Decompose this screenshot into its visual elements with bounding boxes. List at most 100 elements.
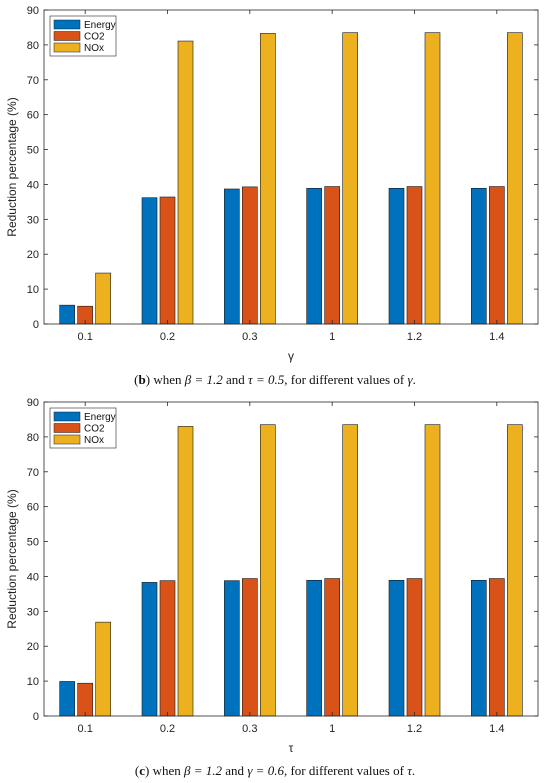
chart-b-bar-nox-1 (177, 40, 194, 325)
chart-c-bar-co2-1 (159, 580, 176, 717)
caption-c-param: γ = 0.6 (247, 763, 284, 778)
chart-c-axes-box (43, 401, 539, 717)
caption-c-end: . (411, 763, 416, 778)
chart-c-legend-swatch-nox (53, 434, 81, 445)
chart-c-xtick-label-5: 1.4 (489, 723, 504, 735)
caption-b-when: when (150, 372, 185, 387)
chart-b-ytick-label-6: 60 (27, 110, 39, 122)
chart-c-bar-co2-4 (406, 578, 423, 717)
chart-c-ytick-label-8: 80 (27, 432, 39, 444)
chart-c-bar-co2-3 (324, 578, 340, 717)
chart-b-bar-energy-4 (388, 187, 405, 325)
chart-b-bar-co2-1 (159, 196, 176, 325)
chart-b-bar-nox-5 (507, 32, 523, 325)
caption-c: (c) when β = 1.2 and γ = 0.6, for differ… (134, 763, 416, 778)
chart-b-ytick-label-3: 30 (27, 214, 39, 226)
caption-b-and: and (222, 372, 249, 387)
chart-b-xlabel: γ (288, 349, 294, 363)
chart-c-ytick-label-2: 20 (27, 641, 39, 653)
caption-c-var: τ (407, 763, 412, 778)
chart-b-bar-nox-0 (95, 272, 111, 325)
chart-b-legend-swatch-co2 (53, 31, 81, 41)
chart-c-bar-co2-0 (77, 682, 93, 717)
chart-b-bar-energy-2 (224, 188, 240, 325)
chart-b-legend-swatch-energy (53, 19, 81, 30)
chart-c-legend-label-co2: CO2 (84, 424, 105, 435)
chart-b-bar-energy-5 (471, 187, 487, 325)
chart-c-bar-energy-0 (59, 681, 75, 717)
chart-b-bar-nox-4 (424, 32, 441, 325)
chart-b-bar-energy-3 (306, 187, 322, 325)
chart-b-ylabel: Reduction percentage (%) (5, 97, 19, 236)
chart-c-bar-energy-2 (224, 580, 240, 717)
chart-c-bar-energy-3 (306, 579, 322, 717)
chart-b-axes-box (43, 9, 539, 325)
chart-b-legend-label-nox: NOx (84, 43, 104, 54)
chart-b-xtick-label-4: 1.2 (407, 331, 422, 343)
chart-c-bar-energy-5 (471, 579, 487, 717)
caption-c-when: when (149, 763, 185, 778)
chart-b-legend-label-energy: Energy (84, 20, 116, 31)
caption-b-tag: b (138, 372, 146, 387)
chart-c-ytick-label-4: 40 (27, 571, 39, 583)
chart-c-ytick-label-7: 70 (27, 467, 39, 479)
chart-c-ylabel: Reduction percentage (%) (5, 489, 19, 628)
chart-c-legend-label-nox: NOx (84, 435, 104, 446)
chart-b-xtick-label-2: 0.3 (242, 331, 257, 343)
caption-c-beta: β = 1.2 (184, 763, 223, 778)
chart-c-bar-nox-4 (424, 424, 441, 717)
chart-c-legend-swatch-co2 (53, 423, 81, 433)
chart-c-xtick-label-2: 0.3 (242, 723, 257, 735)
chart-c-ytick-label-3: 30 (27, 606, 39, 618)
chart-b-bar-co2-4 (406, 186, 423, 325)
caption-c-and: and (222, 763, 248, 778)
caption-b: (b) when β = 1.2 and τ = 0.5, for differ… (134, 372, 416, 387)
chart-c-xtick-label-0: 0.1 (78, 723, 93, 735)
chart-c-bar-nox-3 (342, 424, 358, 717)
chart-c-xlabel: τ (289, 741, 294, 755)
caption-b-param: τ = 0.5 (248, 372, 285, 387)
caption-c-text: , for different values of (283, 763, 408, 778)
chart-c-legend-swatch-energy (53, 411, 81, 422)
chart-c: 0 10 20 30 40 50 60 70 80 90 0.1 0.2 0.3 1 1.2 1.4 τ Redu… (5, 397, 539, 755)
caption-c-tag: c (139, 763, 146, 778)
chart-b-xtick-label-5: 1.4 (489, 331, 504, 343)
chart-c-bar-energy-4 (388, 579, 405, 717)
chart-c-xtick-label-3: 1 (329, 723, 335, 735)
chart-b-ytick-label-0: 0 (33, 319, 39, 331)
chart-b-ytick-label-4: 40 (27, 179, 39, 191)
chart-b-plot-area (44, 10, 538, 324)
chart-b-legend-swatch-nox (53, 42, 81, 53)
chart-c-xtick-label-4: 1.2 (407, 723, 422, 735)
chart-b-xtick-label-3: 1 (329, 331, 335, 343)
chart-b-xtick-label-1: 0.2 (160, 331, 175, 343)
chart-b-bar-nox-3 (342, 32, 358, 325)
chart-c-bar-nox-1 (177, 426, 194, 717)
chart-c-bar-nox-0 (95, 621, 111, 717)
chart-b-ytick-label-1: 10 (27, 284, 39, 296)
chart-b-ytick-label-2: 20 (27, 249, 39, 261)
chart-c-ytick-label-1: 10 (27, 676, 39, 688)
chart-b-ytick-label-7: 70 (27, 75, 39, 87)
chart-c-bar-co2-5 (489, 578, 505, 717)
chart-b-bar-co2-3 (324, 186, 340, 325)
chart-b-bar-co2-5 (489, 186, 505, 325)
chart-b-bar-energy-1 (141, 197, 158, 325)
caption-b-var: γ (407, 372, 413, 387)
chart-b-bar-energy-0 (59, 304, 75, 325)
chart-c-bar-energy-1 (141, 582, 158, 717)
chart-c-ytick-label-0: 0 (33, 711, 39, 723)
caption-b-text: , for different values of (284, 372, 408, 387)
chart-c-ytick-label-5: 50 (27, 537, 39, 549)
chart-b-bar-nox-2 (260, 33, 276, 325)
chart-c-ytick-label-6: 60 (27, 502, 39, 514)
chart-b-bar-co2-2 (242, 186, 258, 325)
chart-c-bar-co2-2 (242, 578, 258, 717)
caption-b-beta: β = 1.2 (184, 372, 223, 387)
chart-c-xtick-label-1: 0.2 (160, 723, 175, 735)
chart-c-bar-nox-5 (507, 424, 523, 717)
chart-b-ytick-label-8: 80 (27, 40, 39, 52)
chart-b: 0 10 20 30 40 50 60 70 80 90 0.1 0.2 0.3 1 1.2 1.4 γ Redu… (5, 5, 539, 363)
chart-b-ytick-label-5: 50 (27, 145, 39, 157)
